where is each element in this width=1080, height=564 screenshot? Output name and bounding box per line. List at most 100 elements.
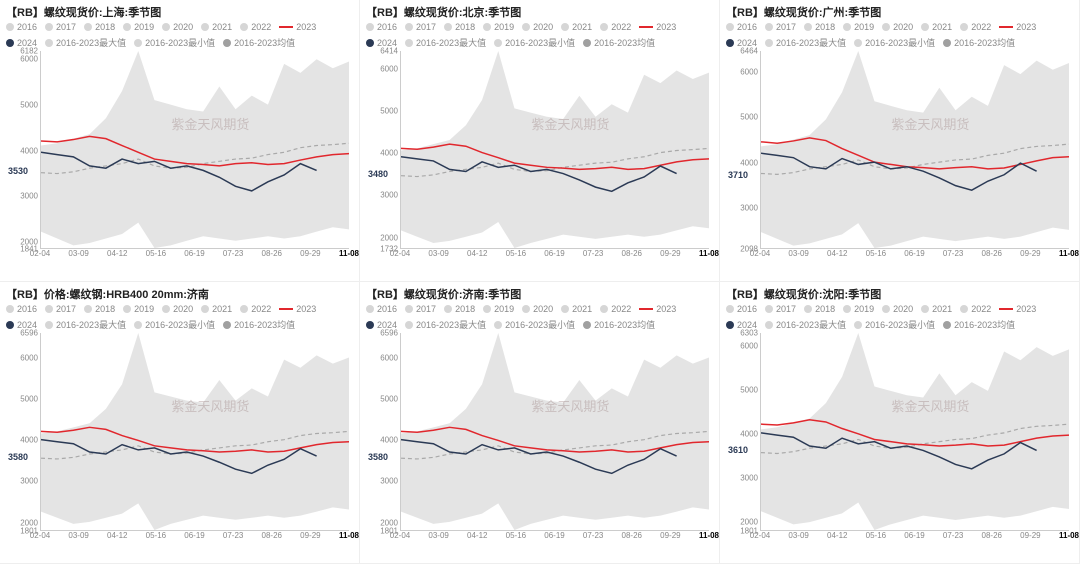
legend-item-mean: 2016-2023均值 [223,318,295,331]
legend-item-min: 2016-2023最小值 [494,318,575,331]
y-tick: 6000 [20,55,38,64]
chart-panel-5: 【RB】螺纹现货价:沈阳:季节图201620172018201920202021… [720,282,1080,564]
y-axis: 2098300040005000600064643710 [726,51,760,249]
legend-item-max: 2016-2023最大值 [405,318,486,331]
legend-item-2018: 2018 [84,304,115,314]
legend-item-2016: 2016 [366,22,397,32]
chart-title: 【RB】螺纹现货价:北京:季节图 [366,4,713,20]
legend-item-min: 2016-2023最小值 [134,318,215,331]
legend-item-2018: 2018 [804,22,835,32]
legend-item-max: 2016-2023最大值 [45,318,126,331]
legend: 2016201720182019202020212022202320242016… [6,22,353,49]
legend-item-min: 2016-2023最小值 [854,36,935,49]
legend-item-mean: 2016-2023均值 [943,318,1015,331]
y-axis: 18012000300040005000600065963580 [366,333,400,531]
legend-item-2022: 2022 [600,22,631,32]
x-tick: 05-16 [866,531,886,540]
legend-item-2016: 2016 [6,304,37,314]
y-tick: 5000 [380,106,398,115]
legend-item-2023: 2023 [999,22,1036,32]
y-tick: 6464 [740,47,758,56]
legend: 2016201720182019202020212022202320242016… [366,304,713,331]
chart-panel-0: 【RB】螺纹现货价:上海:季节图 201620172018201920202021… [0,0,360,282]
chart-title: 【RB】螺纹现货价:上海:季节图 [6,4,353,20]
y-tick: 3000 [380,477,398,486]
x-tick: 03-09 [428,249,448,258]
legend-item-2018: 2018 [444,304,475,314]
legend-item-2016: 2016 [726,22,757,32]
y-tick: 6596 [380,329,398,338]
legend-item-max: 2016-2023最大值 [765,318,846,331]
x-tick: 02-04 [750,249,770,258]
y-axis: 18012000300040005000600065963580 [6,333,40,531]
chart-panel-1: 【RB】螺纹现货价:北京:季节图201620172018201920202021… [360,0,720,282]
y-tick: 2000 [20,518,38,527]
chart-area: 2098300040005000600064643710 紫金天风期货02-04… [726,51,1073,263]
x-tick: 02-04 [30,531,50,540]
legend-item-2019: 2019 [123,304,154,314]
y-tick: 2000 [380,233,398,242]
y-tick: 3000 [380,191,398,200]
legend-item-2019: 2019 [843,22,874,32]
y-tick: 3000 [20,477,38,486]
x-tick: 09-29 [300,249,320,258]
chart-grid: 【RB】螺纹现货价:上海:季节图201620172018201920202021… [0,0,1080,564]
y-tick: 4000 [380,149,398,158]
plot: 紫金天风期货 [760,51,1069,249]
y-tick: 6182 [20,47,38,56]
legend-item-2019: 2019 [483,304,514,314]
x-tick: 08-26 [622,249,642,258]
legend-item-mean: 2016-2023均值 [583,318,655,331]
legend-item-2020: 2020 [522,22,553,32]
x-tick: 04-12 [107,531,127,540]
y-tick: 6000 [380,353,398,362]
current-value-label: 3710 [728,170,748,180]
legend-item-2022: 2022 [240,304,271,314]
x-tick: 03-09 [788,531,808,540]
y-tick: 4000 [740,430,758,439]
legend-item-min: 2016-2023最小值 [494,36,575,49]
chart-area: 17322000300040005000600064143480 紫金天风期货0… [366,51,713,263]
chart-area: 18412000300040005000600061823530 紫金天风期货0… [6,51,353,263]
current-value-label: 3580 [368,452,388,462]
y-tick: 2000 [20,237,38,246]
x-tick: 11-08 [339,531,359,540]
y-tick: 6303 [740,329,758,338]
current-value-label: 3610 [728,445,748,455]
x-tick: 06-19 [904,531,924,540]
legend-item-2018: 2018 [444,22,475,32]
legend-item-2021: 2021 [201,22,232,32]
x-tick: 07-23 [583,249,603,258]
y-tick: 5000 [740,113,758,122]
x-tick: 03-09 [428,531,448,540]
x-tick: 09-29 [1020,249,1040,258]
legend: 2016201720182019202020212022202320242016… [6,304,353,331]
x-tick: 04-12 [467,249,487,258]
plot: 紫金天风期货 [400,51,709,249]
x-tick: 11-08 [699,531,719,540]
x-tick: 05-16 [146,249,166,258]
chart-area: 18012000300040005000600065963580 紫金天风期货0… [366,333,713,545]
y-axis: 18412000300040005000600061823530 [6,51,40,249]
x-tick: 07-23 [943,531,963,540]
plot: 紫金天风期货 [40,333,349,531]
legend-item-2020: 2020 [522,304,553,314]
x-axis: 02-0403-0904-1205-1606-1907-2308-2609-29… [40,531,349,545]
legend-item-2023: 2023 [279,22,316,32]
legend-item-mean: 2016-2023均值 [583,36,655,49]
x-tick: 04-12 [827,249,847,258]
legend-item-2020: 2020 [162,304,193,314]
x-tick: 11-08 [699,249,719,258]
x-tick: 08-26 [982,531,1002,540]
x-tick: 09-29 [1020,531,1040,540]
y-tick: 6000 [20,353,38,362]
x-tick: 05-16 [146,531,166,540]
chart-panel-4: 【RB】螺纹现货价:济南:季节图201620172018201920202021… [360,282,720,564]
legend-item-2018: 2018 [84,22,115,32]
legend-item-2017: 2017 [765,304,796,314]
chart-area: 18012000300040005000600065963580 紫金天风期货0… [6,333,353,545]
x-tick: 09-29 [300,531,320,540]
chart-area: 18012000300040005000600063033610 紫金天风期货0… [726,333,1073,545]
legend-item-2020: 2020 [882,304,913,314]
legend-item-2021: 2021 [201,304,232,314]
